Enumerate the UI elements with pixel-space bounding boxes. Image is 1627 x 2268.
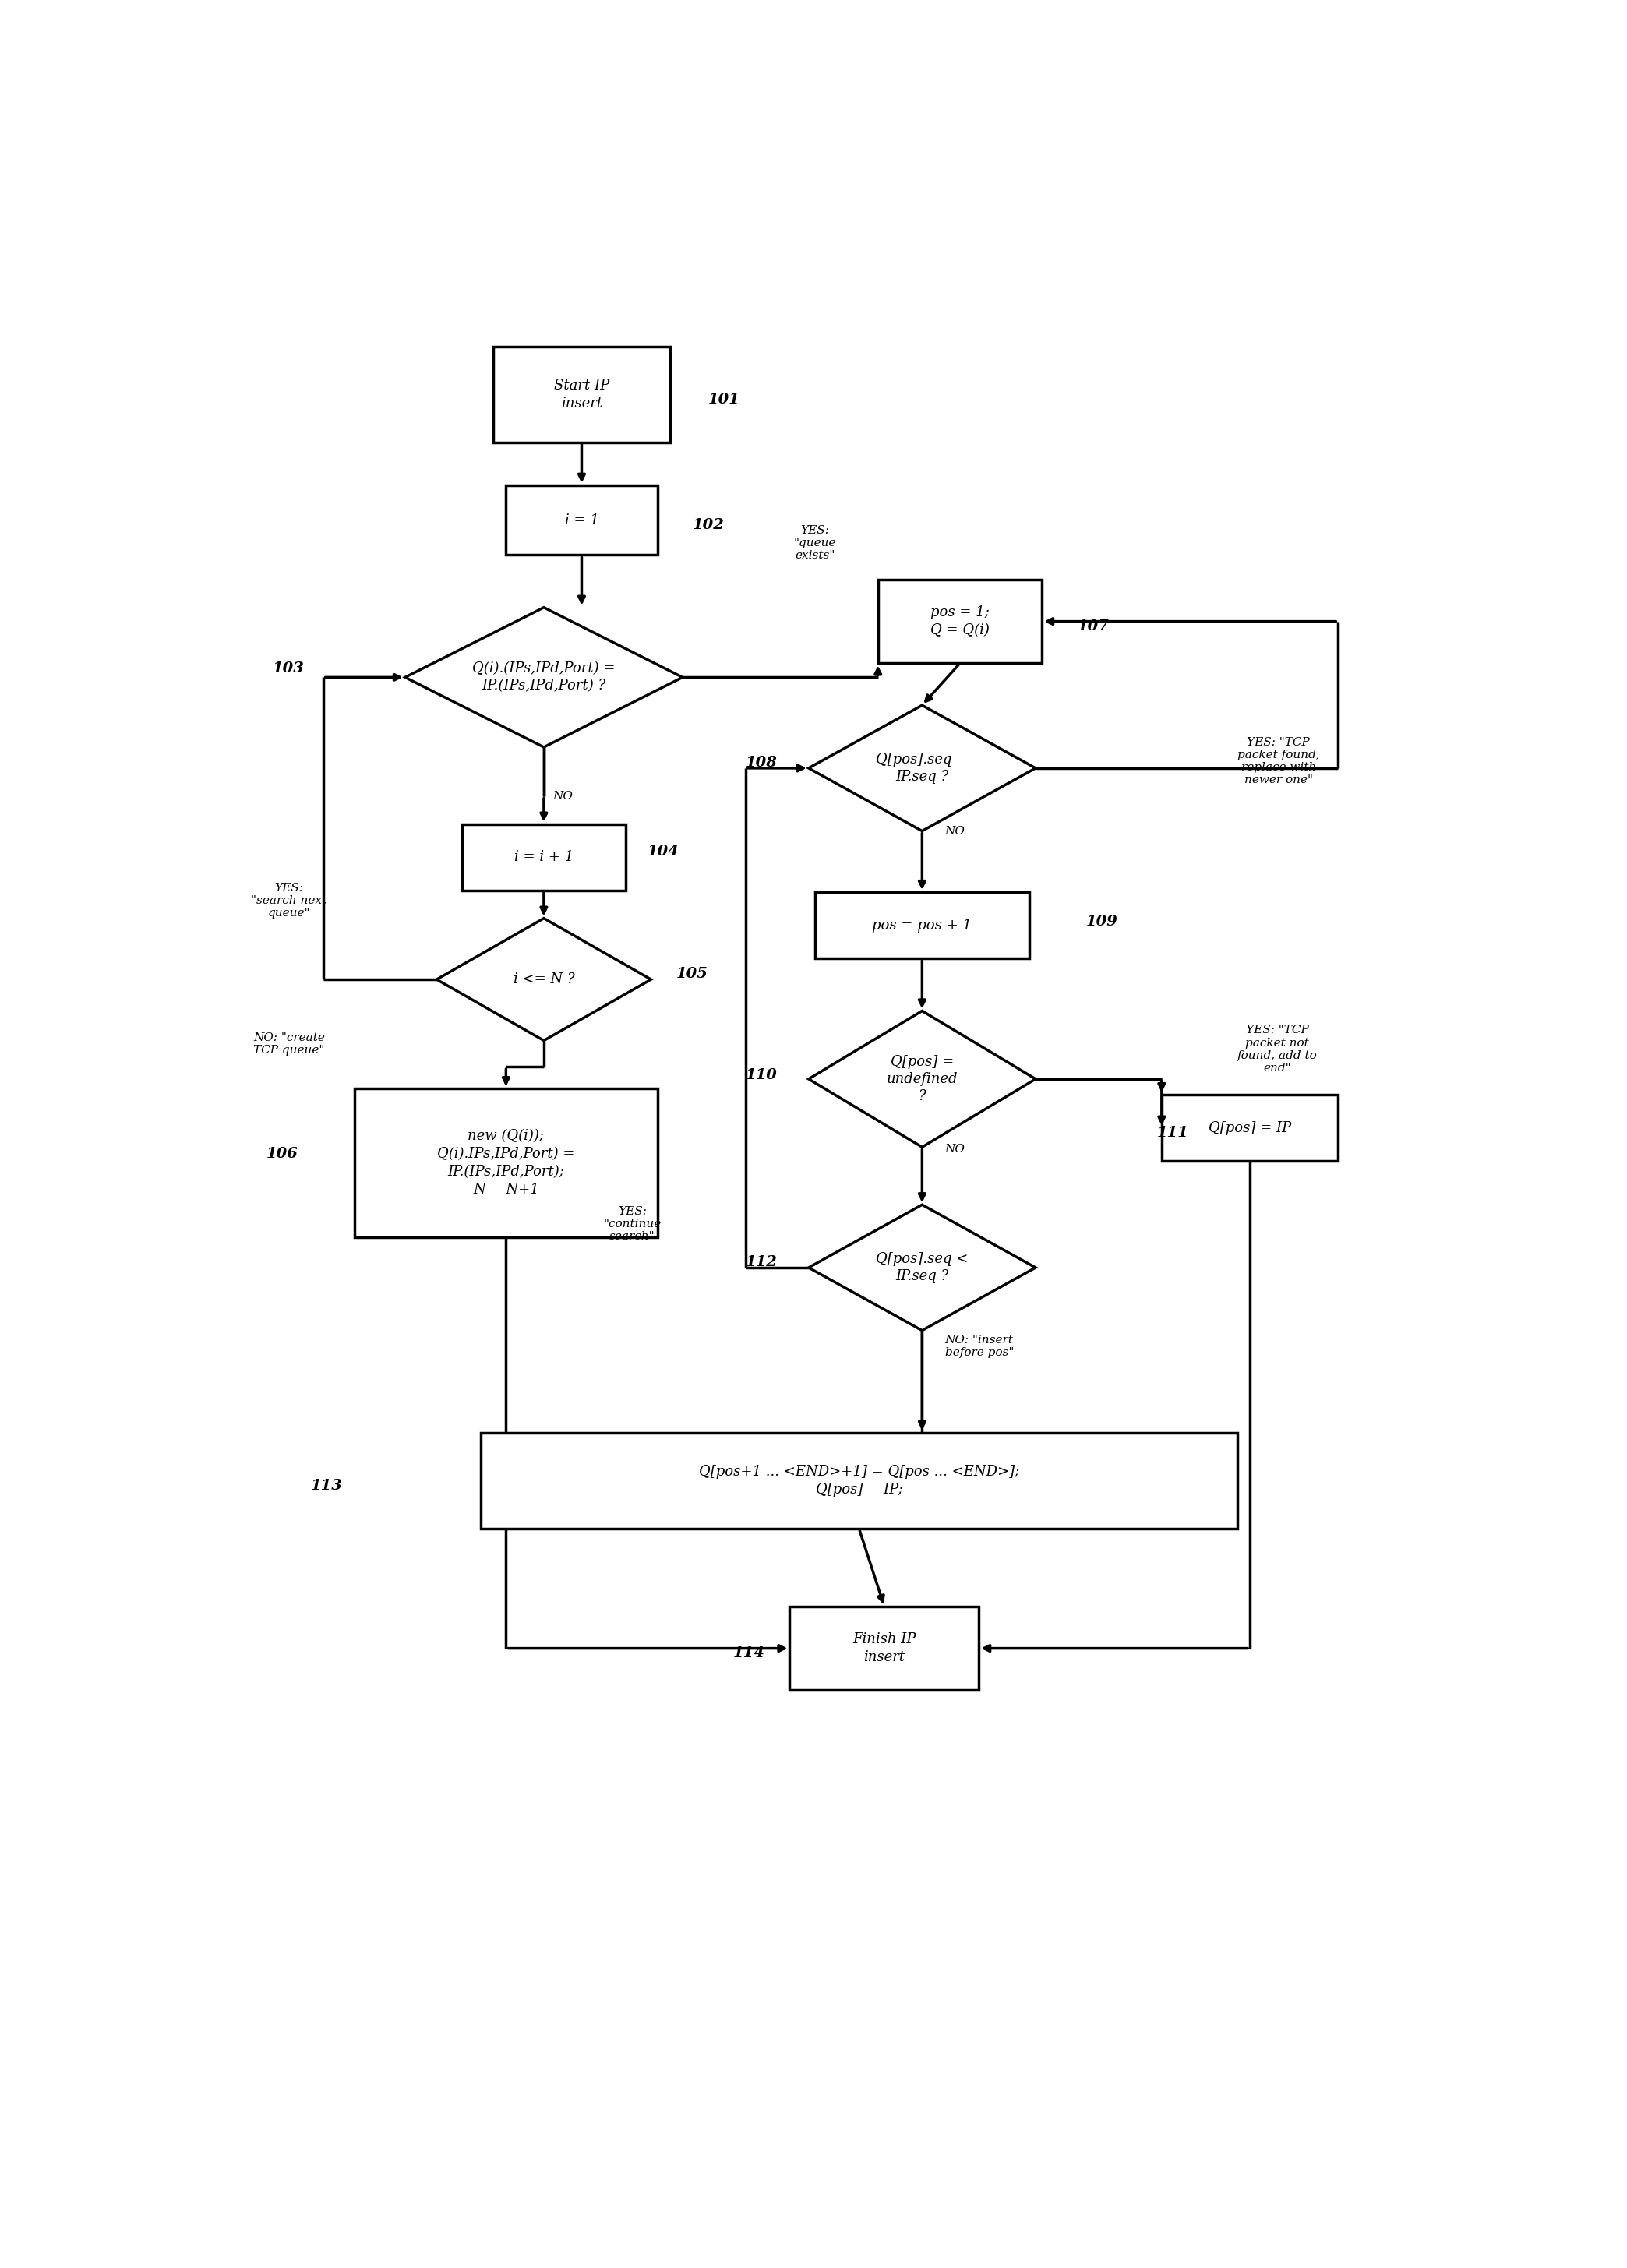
Text: Q(i).(IPs,IPd,Port) =
IP.(IPs,IPd,Port) ?: Q(i).(IPs,IPd,Port) = IP.(IPs,IPd,Port) … bbox=[472, 662, 615, 694]
Text: Q[pos].seq =
IP.seq ?: Q[pos].seq = IP.seq ? bbox=[875, 753, 968, 785]
Text: Q[pos] = IP: Q[pos] = IP bbox=[1209, 1120, 1292, 1134]
Bar bbox=[462, 823, 626, 891]
Text: 110: 110 bbox=[745, 1068, 778, 1082]
Text: NO: NO bbox=[945, 826, 965, 837]
Polygon shape bbox=[809, 1012, 1035, 1148]
Text: 103: 103 bbox=[273, 662, 304, 676]
Text: 101: 101 bbox=[708, 392, 740, 406]
Bar bbox=[493, 347, 670, 442]
Bar bbox=[789, 1606, 979, 1690]
Text: new (Q(i));
Q(i).IPs,IPd,Port) =
IP.(IPs,IPd,Port);
N = N+1: new (Q(i)); Q(i).IPs,IPd,Port) = IP.(IPs… bbox=[438, 1129, 574, 1198]
Text: i = 1: i = 1 bbox=[565, 513, 599, 526]
Text: 108: 108 bbox=[745, 755, 778, 769]
Text: Q[pos+1 ... <END>+1] = Q[pos ... <END>];
Q[pos] = IP;: Q[pos+1 ... <END>+1] = Q[pos ... <END>];… bbox=[700, 1465, 1019, 1497]
Text: pos = 1;
Q = Q(i): pos = 1; Q = Q(i) bbox=[931, 606, 989, 637]
Text: YES: "TCP
packet found,
replace with
newer one": YES: "TCP packet found, replace with new… bbox=[1237, 737, 1319, 785]
Text: Q[pos].seq <
IP.seq ?: Q[pos].seq < IP.seq ? bbox=[875, 1252, 968, 1284]
Text: 106: 106 bbox=[267, 1148, 298, 1161]
Text: 109: 109 bbox=[1087, 914, 1118, 930]
Bar bbox=[879, 581, 1041, 662]
Text: 111: 111 bbox=[1157, 1127, 1188, 1141]
Text: i <= N ?: i <= N ? bbox=[513, 973, 574, 987]
Text: YES:
"continue
search": YES: "continue search" bbox=[604, 1207, 661, 1243]
Text: 114: 114 bbox=[732, 1647, 765, 1660]
Text: 102: 102 bbox=[693, 519, 724, 533]
Text: NO: "create
TCP queue": NO: "create TCP queue" bbox=[254, 1032, 325, 1057]
Text: NO: NO bbox=[945, 1143, 965, 1154]
Text: YES:
"search next
queue": YES: "search next queue" bbox=[251, 882, 327, 919]
Text: 104: 104 bbox=[648, 846, 678, 860]
Text: 105: 105 bbox=[677, 966, 708, 982]
Text: NO: "insert
before pos": NO: "insert before pos" bbox=[945, 1334, 1014, 1359]
Text: Q[pos] =
undefined
?: Q[pos] = undefined ? bbox=[887, 1055, 958, 1102]
Polygon shape bbox=[809, 705, 1035, 830]
Text: pos = pos + 1: pos = pos + 1 bbox=[872, 919, 971, 932]
Text: 112: 112 bbox=[745, 1254, 778, 1270]
Text: Finish IP
insert: Finish IP insert bbox=[853, 1633, 916, 1665]
Text: YES: "TCP
packet not
found, add to
end": YES: "TCP packet not found, add to end" bbox=[1237, 1025, 1318, 1073]
Bar bbox=[355, 1089, 657, 1236]
Text: 107: 107 bbox=[1077, 619, 1110, 633]
Bar bbox=[482, 1433, 1238, 1529]
Bar bbox=[506, 485, 657, 556]
Text: Start IP
insert: Start IP insert bbox=[553, 379, 610, 411]
Text: i = i + 1: i = i + 1 bbox=[514, 850, 574, 864]
Polygon shape bbox=[809, 1204, 1035, 1331]
Text: YES:
"queue
exists": YES: "queue exists" bbox=[794, 524, 836, 560]
Bar bbox=[815, 891, 1030, 959]
Text: NO: NO bbox=[553, 792, 573, 801]
Text: 113: 113 bbox=[311, 1479, 342, 1492]
Polygon shape bbox=[405, 608, 683, 746]
Polygon shape bbox=[436, 919, 651, 1041]
Bar bbox=[1162, 1095, 1337, 1161]
